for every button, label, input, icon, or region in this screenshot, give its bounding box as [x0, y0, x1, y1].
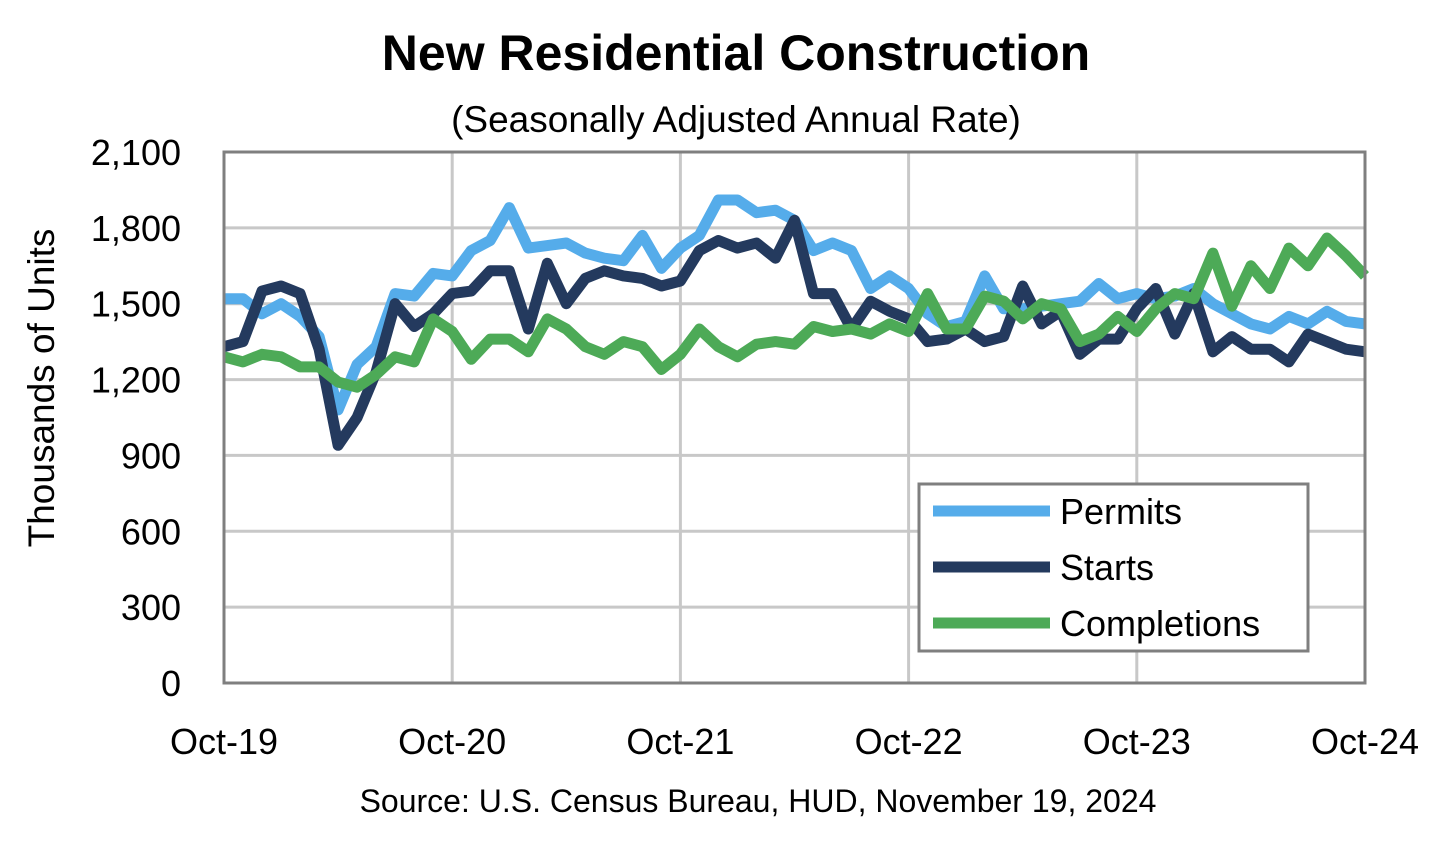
- y-tick-labels: 0 300 600 900 1,200 1,500 1,800 2,100: [91, 132, 181, 704]
- plot-area-frame: [222, 150, 1367, 685]
- chart-subtitle: (Seasonally Adjusted Annual Rate): [451, 99, 1021, 140]
- x-tick-labels: Oct-19 Oct-20 Oct-21 Oct-22 Oct-23 Oct-24: [170, 721, 1419, 762]
- legend-label-starts: Starts: [1060, 547, 1154, 588]
- legend-label-permits: Permits: [1060, 491, 1182, 532]
- legend: Permits Starts Completions: [917, 482, 1310, 653]
- series-lines: [222, 194, 1370, 451]
- series-line-starts: [222, 214, 1366, 451]
- y-tick-label: 1,500: [91, 284, 181, 325]
- y-tick-label: 1,800: [91, 208, 181, 249]
- y-tick-label: 900: [121, 435, 181, 476]
- chart-title: New Residential Construction: [382, 25, 1090, 81]
- x-tick-label: Oct-23: [1083, 721, 1191, 762]
- legend-label-completions: Completions: [1060, 603, 1260, 644]
- x-tick-label: Oct-22: [855, 721, 963, 762]
- series-line-completions: [222, 232, 1370, 393]
- source-note: Source: U.S. Census Bureau, HUD, Novembe…: [360, 783, 1157, 819]
- y-tick-label: 2,100: [91, 132, 181, 173]
- x-tick-label: Oct-21: [626, 721, 734, 762]
- x-tick-label: Oct-19: [170, 721, 278, 762]
- y-tick-label: 600: [121, 511, 181, 552]
- y-axis-label: Thousands of Units: [21, 229, 62, 548]
- y-tick-label: 1,200: [91, 360, 181, 401]
- y-tick-label: 300: [121, 587, 181, 628]
- x-tick-label: Oct-20: [398, 721, 506, 762]
- x-tick-label: Oct-24: [1311, 721, 1419, 762]
- y-tick-label: 0: [161, 663, 181, 704]
